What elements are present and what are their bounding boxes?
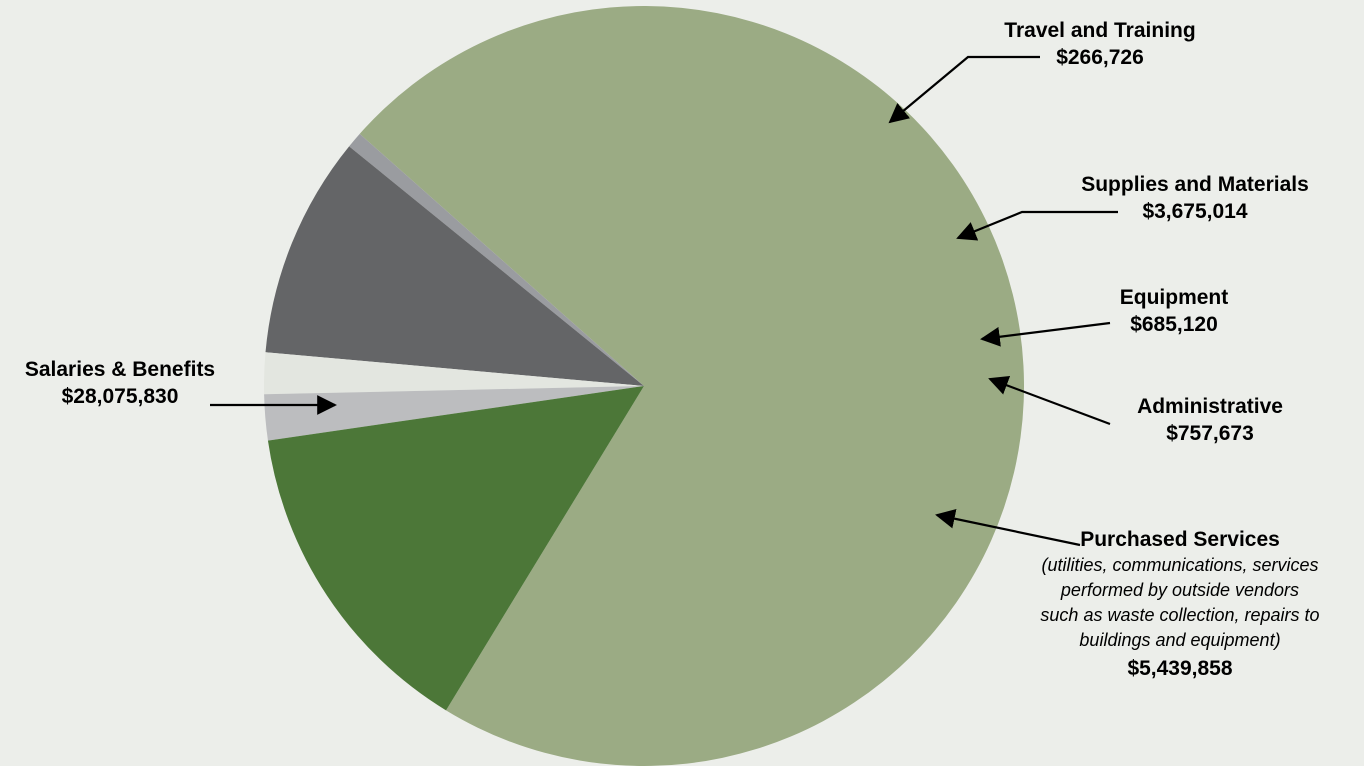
callout-arrows: [210, 55, 1118, 547]
pie-slice-salaries: [359, 5, 1025, 766]
travel-label: Travel and Training $266,726: [960, 17, 1240, 71]
supplies-name: Supplies and Materials: [1081, 173, 1309, 196]
admin-name: Administrative: [1137, 395, 1283, 418]
equipment-label: Equipment $685,120: [1074, 284, 1274, 338]
purchased-note-line: performed by outside vendors: [1060, 580, 1300, 600]
salaries-name: Salaries & Benefits: [24, 358, 216, 381]
pie-slices: [263, 5, 1025, 766]
equipment-arrow: [980, 321, 1111, 347]
salaries-amount: $28,075,830: [61, 385, 179, 408]
supplies-arrow: [956, 210, 1118, 241]
pie-slice-admin: [264, 386, 644, 441]
purchased-label: Purchased Services (utilities, communica…: [1000, 526, 1360, 682]
purchased-name: Purchased Services: [1080, 528, 1280, 551]
purchased-note-line: such as waste collection, repairs to: [1040, 605, 1320, 625]
equipment-amount: $685,120: [1130, 313, 1218, 336]
admin-amount: $757,673: [1166, 422, 1254, 445]
purchased-amount: $5,439,858: [1127, 657, 1233, 680]
purchased-arrow: [935, 508, 1081, 547]
pie-slice-supplies: [265, 146, 644, 386]
travel-name: Travel and Training: [1004, 19, 1196, 42]
purchased-note-line: buildings and equipment): [1079, 630, 1281, 650]
salaries-label: Salaries & Benefits $28,075,830: [0, 356, 240, 410]
travel-amount: $266,726: [1056, 46, 1144, 69]
pie-slice-purchased: [267, 386, 644, 711]
pie-slice-travel: [349, 133, 644, 386]
equipment-name: Equipment: [1119, 286, 1229, 309]
admin-arrow: [988, 375, 1111, 426]
supplies-label: Supplies and Materials $3,675,014: [1040, 171, 1350, 225]
purchased-note-line: (utilities, communications, services: [1041, 555, 1319, 575]
admin-label: Administrative $757,673: [1090, 393, 1330, 447]
pie-slice-equipment: [263, 352, 644, 395]
supplies-amount: $3,675,014: [1142, 200, 1248, 223]
travel-arrow: [888, 55, 1040, 124]
